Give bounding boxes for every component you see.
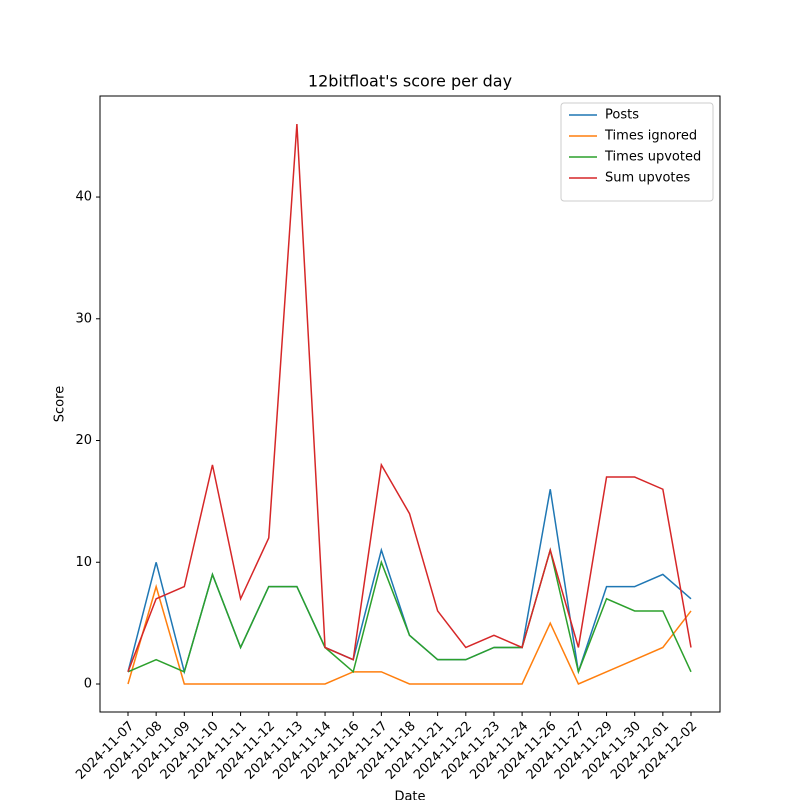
y-tick-label: 40 (75, 190, 92, 205)
series-line (127, 489, 692, 675)
legend-box (560, 102, 714, 202)
legend-label: Times ignored (604, 129, 697, 144)
legend-label: Times upvoted (604, 150, 701, 165)
y-tick-label: 0 (84, 677, 92, 692)
y-tick-label: 30 (75, 311, 92, 326)
series-line (127, 547, 692, 675)
x-axis-label: Date (394, 790, 425, 800)
y-tick-label: 10 (75, 555, 92, 570)
y-axis-label: Score (53, 386, 68, 422)
legend-label: Sum upvotes (605, 171, 691, 186)
series-line (127, 123, 692, 673)
chart-title: 12bitfloat's score per day (308, 72, 512, 91)
legend-label: Posts (605, 108, 639, 123)
series-line (127, 583, 692, 685)
y-tick-label: 20 (75, 433, 92, 448)
